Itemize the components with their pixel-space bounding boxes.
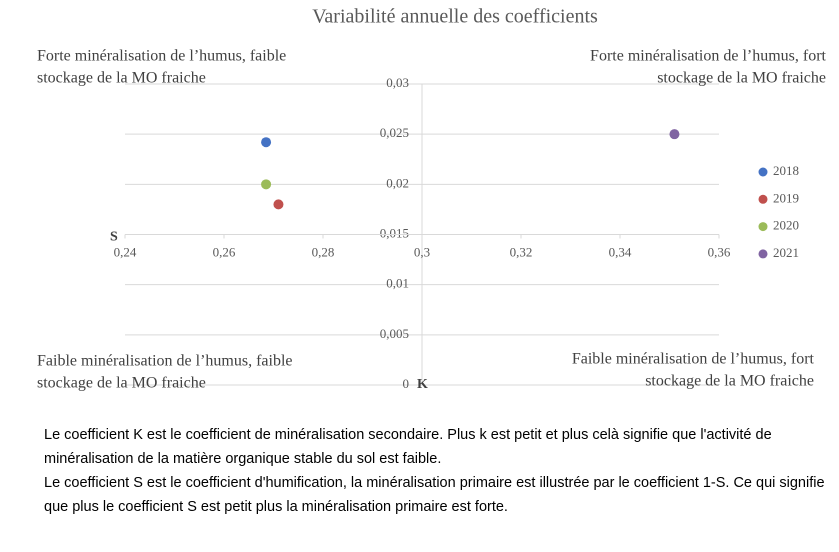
legend-marker — [758, 167, 768, 177]
annotation: stockage de la MO fraiche — [37, 375, 206, 392]
y-tick-label: 0,025 — [380, 125, 409, 140]
annotation: Faible minéralisation de l’humus, fort — [572, 351, 815, 368]
paragraph: Le coefficient S est le coefficient d'hu… — [44, 475, 825, 515]
chart-title: Variabilité annuelle des coefficients — [312, 6, 598, 28]
x-tick-label: 0,32 — [510, 244, 533, 259]
x-tick-label: 0,36 — [708, 244, 731, 259]
y-tick-label: 0,015 — [380, 225, 409, 240]
point — [261, 137, 272, 148]
y-tick-label: 0,02 — [386, 175, 409, 190]
x-tick-label: 0,3 — [414, 244, 430, 259]
chart: Variabilité annuelle des coefficients 0 0… — [37, 6, 827, 393]
paragraph: Le coefficient K est le coefficient de m… — [44, 427, 772, 467]
x-tick-label: 0,26 — [213, 244, 236, 259]
y-tick-label: 0,005 — [380, 326, 409, 341]
x-tick-label: 0,24 — [114, 244, 137, 259]
legend-label: 2018 — [773, 163, 799, 178]
annotation: Faible minéralisation de l’humus, faible — [37, 353, 293, 370]
annotation: stockage de la MO fraiche — [657, 70, 826, 87]
y-tick-label: 0 — [403, 376, 410, 391]
legend-label: 2021 — [773, 245, 799, 260]
x-axis-label: S — [110, 230, 118, 245]
annotation: Forte minéralisation de l’humus, fort — [590, 48, 827, 65]
point — [669, 129, 680, 140]
annotation: stockage de la MO fraiche — [645, 373, 814, 390]
legend-label: 2019 — [773, 190, 799, 205]
legend-marker — [758, 222, 768, 232]
point — [261, 179, 272, 190]
legend-marker — [758, 249, 768, 259]
legend-marker — [758, 194, 768, 204]
annotation: stockage de la MO fraiche — [37, 70, 206, 87]
annotation: Forte minéralisation de l’humus, faible — [37, 48, 286, 65]
x-tick-label: 0,28 — [312, 244, 335, 259]
point — [273, 199, 284, 210]
y-tick-label: 0,01 — [386, 276, 409, 291]
y-axis-label: K — [417, 377, 428, 392]
x-tick-label: 0,34 — [609, 244, 632, 259]
y-tick-label: 0,03 — [386, 75, 409, 90]
legend-label: 2020 — [773, 218, 799, 233]
description: Le coefficient K est le coefficient de m… — [44, 423, 829, 519]
